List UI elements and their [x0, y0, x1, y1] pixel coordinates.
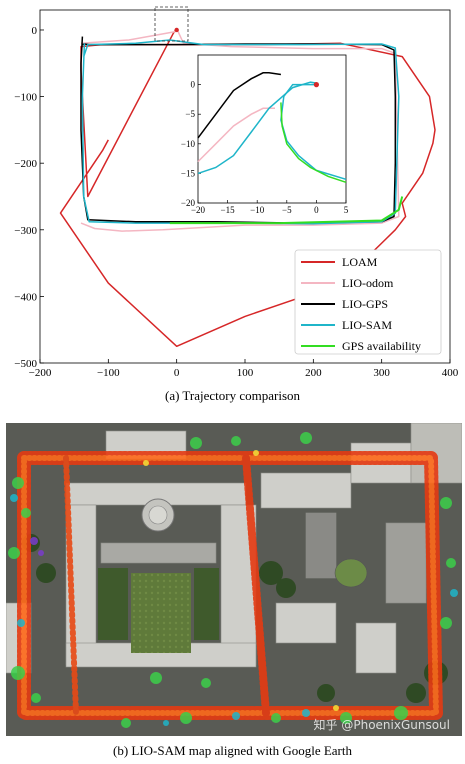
figure-a-caption: (a) Trajectory comparison [164, 388, 301, 403]
y-tick-label: −200 [14, 158, 37, 170]
inset-x-tick-labels: −20 −15 −10 −5 0 5 [191, 200, 349, 215]
inset-y-tick-label: −15 [181, 168, 196, 178]
x-tick-labels: −200 −100 0 100 200 300 400 [29, 359, 459, 378]
series-gps-availability [169, 196, 404, 225]
inset-y-tick-label: −20 [181, 198, 196, 208]
y-tick-label: 0 [32, 25, 38, 37]
inset-y-tick-label: −5 [185, 109, 195, 119]
inset-series [197, 72, 347, 184]
legend-label: LIO-GPS [342, 297, 388, 311]
x-tick-label: 400 [442, 367, 459, 378]
watermark: 知乎 @PhoenixGunsoul [313, 718, 450, 732]
x-tick-label: 0 [174, 367, 180, 378]
figure-b-caption: (b) LIO-SAM map aligned with Google Eart… [112, 743, 352, 758]
y-tick-label: −300 [14, 225, 37, 237]
zoom-region-box [154, 6, 189, 42]
x-tick-label: 200 [305, 367, 322, 378]
inset-x-tick-label: −10 [250, 205, 265, 215]
legend-label: LIO-odom [342, 276, 394, 290]
x-tick-label: −200 [29, 367, 52, 378]
inset-x-tick-label: −15 [221, 205, 236, 215]
legend-frame [294, 249, 442, 355]
inset-series-gps-availability [280, 102, 347, 184]
inset-y-tick-label: −10 [181, 139, 196, 149]
inset-y-tick-label: 0 [191, 80, 196, 90]
inset-x-tick-label: −5 [282, 205, 292, 215]
legend-label: LIO-SAM [342, 318, 392, 332]
x-tick-label: 300 [373, 367, 390, 378]
map-aerial-image [6, 423, 462, 736]
y-tick-labels: 0 −100 −200 −300 −400 −500 [14, 25, 44, 370]
y-tick-label: −500 [14, 358, 37, 370]
inset-y-tick-labels: 0 −5 −10 −15 −20 [181, 80, 201, 208]
satellite-lidar-map: 知乎 @PhoenixGunsoul [6, 423, 462, 736]
inset-start-marker [313, 82, 319, 88]
x-tick-label: 100 [237, 367, 254, 378]
trajectory-comparison-chart: −200 −100 0 100 200 300 400 0−100−200−300−400−… [14, 6, 459, 378]
trajectory-series [59, 27, 436, 348]
inset-x-tick-label: 0 [314, 205, 319, 215]
inset-x-tick-label: 5 [344, 205, 349, 215]
inset-frame [197, 54, 347, 204]
legend-label: GPS availability [342, 339, 421, 353]
inset-axes: −20 −15 −10 −5 0 5 0 −5 −10 −15 −20 [181, 54, 349, 215]
y-tick-label: −400 [14, 291, 37, 303]
inset-series-lio-gps [197, 72, 282, 139]
inset-x-tick-label: −20 [191, 205, 206, 215]
start-marker [174, 27, 179, 33]
inset-series-lio-odom [197, 107, 275, 163]
inset-series-lio-sam [197, 81, 319, 175]
legend: LOAM LIO-odom LIO-GPS LIO-SAM GPS availabili… [294, 249, 442, 355]
legend-label: LOAM [342, 255, 378, 269]
y-tick-label: −100 [14, 92, 37, 104]
x-tick-label: −100 [97, 367, 120, 378]
